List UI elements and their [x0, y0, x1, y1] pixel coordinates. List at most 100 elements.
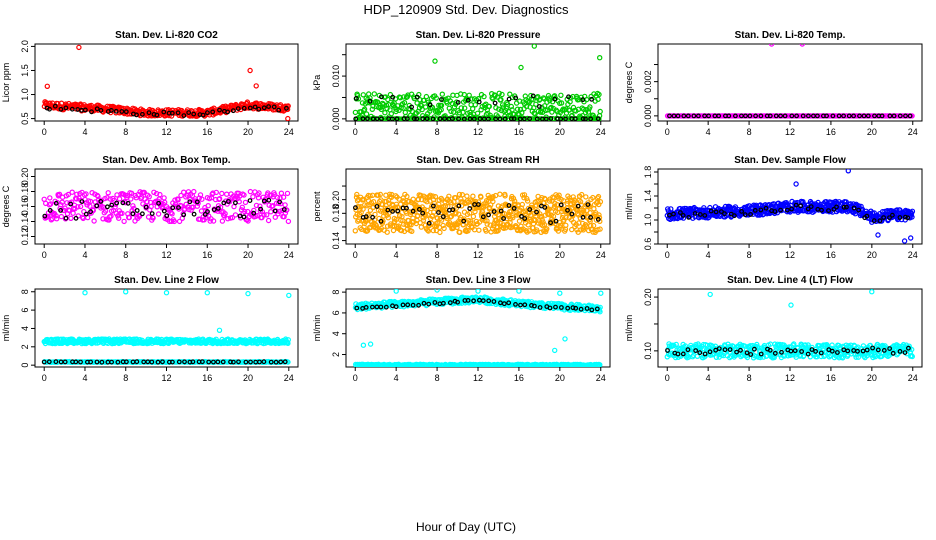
data-point: [506, 203, 512, 208]
data-point: [877, 218, 883, 224]
data-point: [897, 113, 903, 119]
y-tick-label: 6: [331, 310, 341, 315]
data-point: [566, 94, 571, 100]
data-point: [447, 300, 453, 306]
outlier-point: [367, 341, 374, 347]
data-point: [459, 191, 465, 198]
data-point: [236, 359, 241, 365]
data-point: [87, 203, 93, 209]
data-point: [385, 207, 391, 213]
outlier-point: [76, 44, 82, 51]
data-point: [79, 199, 85, 205]
data-point: [800, 113, 806, 119]
data-point: [98, 198, 104, 204]
data-point: [252, 104, 258, 110]
data-point: [553, 218, 559, 224]
data-point: [739, 208, 744, 214]
data-point: [46, 359, 52, 365]
data-point: [176, 205, 181, 211]
data-point: [521, 192, 528, 198]
y-tick-label: 0.20: [20, 168, 30, 186]
data-point: [819, 207, 824, 213]
data-point: [806, 113, 811, 119]
outlier-point: [552, 347, 558, 354]
x-tick-label: 16: [514, 127, 524, 137]
x-tick-label: 20: [243, 127, 253, 137]
x-tick-label: 4: [394, 127, 399, 137]
data-point: [253, 202, 260, 209]
panel-title: Stan. Dev. Line 4 (LT) Flow: [727, 275, 853, 286]
data-point: [490, 223, 497, 229]
data-point: [559, 305, 564, 310]
data-point: [206, 359, 212, 365]
data-point: [265, 217, 272, 224]
data-point: [808, 204, 814, 210]
y-axis-label: degrees C: [1, 185, 11, 227]
data-point: [512, 198, 518, 204]
data-point: [361, 106, 368, 112]
data-point: [130, 203, 136, 209]
data-point: [734, 351, 740, 357]
data-point: [217, 107, 222, 113]
data-point: [282, 202, 288, 208]
data-point: [100, 216, 106, 222]
data-point: [758, 113, 764, 119]
data-point: [667, 113, 672, 119]
panel-frame: [657, 43, 923, 122]
data-point: [353, 205, 358, 211]
data-point: [772, 209, 778, 214]
data-point: [743, 113, 748, 119]
x-tick-label: 8: [435, 250, 440, 260]
x-tick-label: 4: [82, 373, 87, 383]
data-point: [199, 359, 205, 365]
data-point: [563, 214, 569, 221]
data-point: [248, 359, 253, 365]
x-tick-label: 20: [555, 373, 565, 383]
x-tick-label: 16: [514, 250, 524, 260]
data-point: [502, 116, 508, 121]
data-point: [128, 196, 134, 202]
x-tick-label: 24: [908, 373, 918, 383]
data-point: [109, 359, 114, 365]
data-point: [903, 214, 908, 220]
data-point: [227, 198, 233, 205]
data-point: [909, 208, 916, 214]
data-point: [427, 102, 433, 108]
data-point: [439, 97, 444, 102]
data-point: [385, 362, 392, 367]
data-point: [569, 226, 575, 233]
y-tick-label: 1.5: [20, 64, 30, 77]
data-point: [907, 113, 913, 119]
data-point: [410, 302, 416, 308]
data-point: [542, 103, 548, 109]
data-point: [758, 207, 764, 213]
data-point: [281, 207, 287, 212]
data-point: [229, 214, 236, 221]
data-point: [706, 113, 711, 119]
y-tick-label: 1.4: [643, 190, 653, 203]
data-point: [548, 220, 553, 226]
data-point: [125, 200, 131, 206]
data-point: [47, 195, 53, 201]
data-point: [465, 298, 471, 303]
data-point: [175, 110, 181, 116]
outlier-point: [799, 44, 805, 47]
data-point: [169, 359, 175, 365]
data-point: [590, 222, 597, 229]
data-point: [191, 188, 197, 195]
data-point: [713, 209, 719, 215]
data-point: [486, 116, 491, 121]
data-point: [141, 189, 147, 196]
data-point: [154, 112, 160, 118]
data-point: [506, 300, 512, 306]
y-tick-label: 0.6: [643, 238, 653, 251]
data-point: [418, 102, 424, 108]
data-point: [379, 94, 384, 100]
data-point: [69, 106, 75, 112]
data-point: [73, 359, 79, 365]
data-point: [400, 105, 406, 111]
data-point: [558, 116, 564, 121]
data-point: [386, 200, 392, 206]
data-point: [418, 224, 424, 230]
